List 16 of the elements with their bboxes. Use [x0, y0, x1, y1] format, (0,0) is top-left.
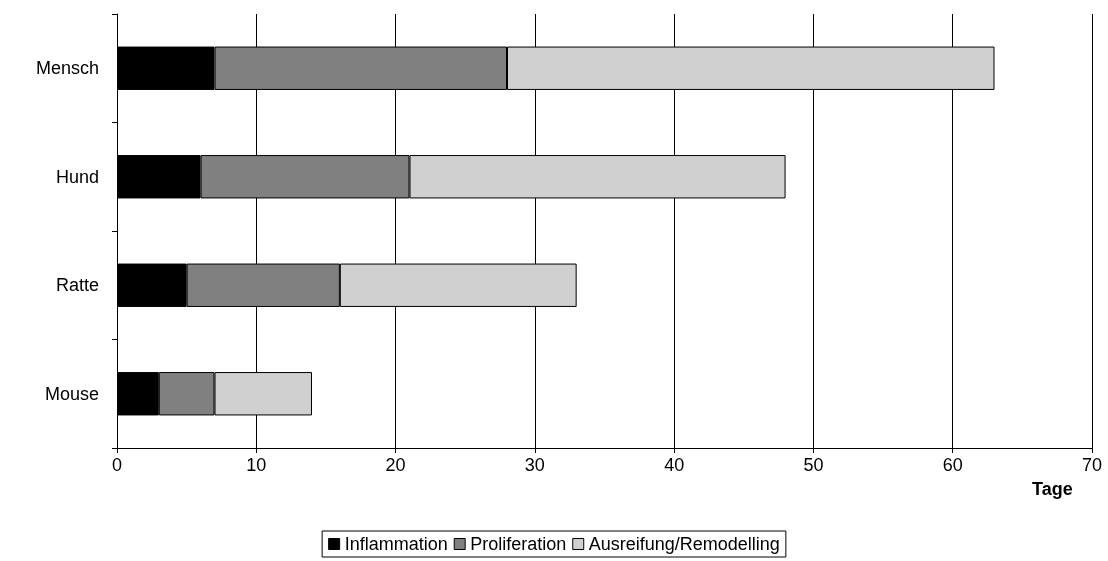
- legend-label: Ausreifung/Remodelling: [588, 534, 780, 554]
- x-axis-title: Tage: [1032, 479, 1073, 499]
- y-tick-label: Mouse: [44, 383, 99, 404]
- x-tick-label: 0: [111, 455, 123, 475]
- x-tick-label: 10: [246, 455, 267, 475]
- x-tick-label: 50: [803, 455, 824, 475]
- x-tick-label: 40: [664, 455, 685, 475]
- y-tick-label: Hund: [55, 166, 99, 187]
- x-tick-label: 30: [524, 455, 545, 475]
- legend-label: Proliferation: [470, 534, 567, 554]
- legend-label: Inflammation: [344, 534, 448, 554]
- x-tick-label: 60: [942, 455, 963, 475]
- x-tick-label: 70: [1081, 455, 1103, 475]
- x-tick-label: 20: [385, 455, 406, 475]
- y-tick-label: Mensch: [35, 58, 99, 79]
- y-tick-label: Ratte: [55, 275, 99, 296]
